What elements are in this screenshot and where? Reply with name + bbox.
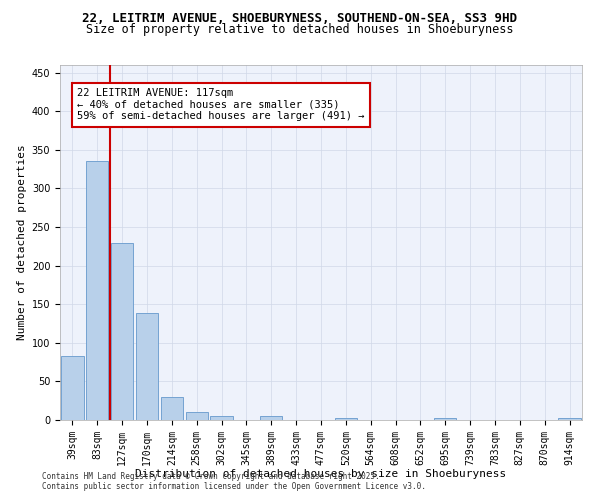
Text: Size of property relative to detached houses in Shoeburyness: Size of property relative to detached ho… [86,22,514,36]
Bar [86,162,109,420]
Bar [61,356,83,420]
Text: 22 LEITRIM AVENUE: 117sqm
← 40% of detached houses are smaller (335)
59% of semi: 22 LEITRIM AVENUE: 117sqm ← 40% of detac… [77,88,364,122]
Bar [434,418,457,420]
Bar [260,416,283,420]
Y-axis label: Number of detached properties: Number of detached properties [17,144,28,340]
Bar [136,312,158,420]
Text: Contains public sector information licensed under the Open Government Licence v3: Contains public sector information licen… [42,482,426,491]
Text: 22, LEITRIM AVENUE, SHOEBURYNESS, SOUTHEND-ON-SEA, SS3 9HD: 22, LEITRIM AVENUE, SHOEBURYNESS, SOUTHE… [83,12,517,26]
Bar [185,412,208,420]
X-axis label: Distribution of detached houses by size in Shoeburyness: Distribution of detached houses by size … [136,469,506,479]
Text: Contains HM Land Registry data © Crown copyright and database right 2025.: Contains HM Land Registry data © Crown c… [42,472,380,481]
Bar [161,397,183,420]
Bar [559,418,581,420]
Bar [211,416,233,420]
Bar [335,418,357,420]
Bar [111,244,133,420]
